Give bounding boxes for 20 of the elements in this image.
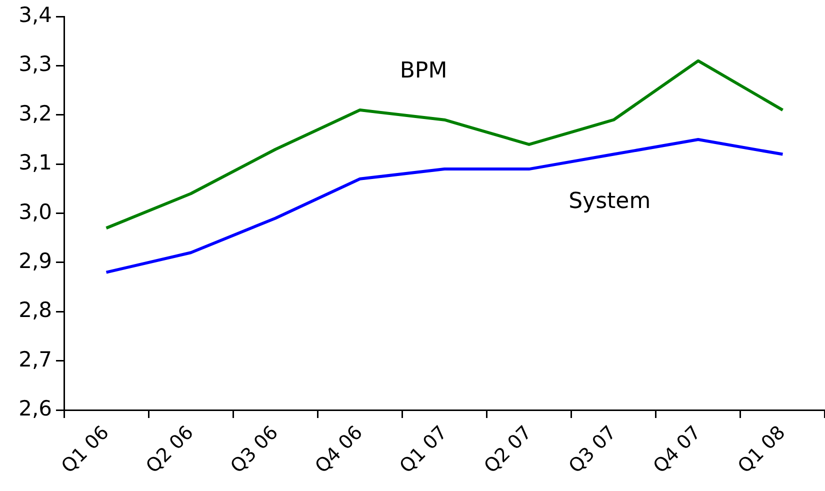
- x-tick-label: Q3 06: [226, 422, 282, 478]
- y-tick-label: 2,9: [18, 248, 52, 273]
- x-tick-label: Q4 07: [649, 422, 706, 478]
- y-tick-label: 2,7: [18, 347, 52, 372]
- y-tick-label: 3,1: [18, 150, 52, 175]
- x-tick-label: Q1 07: [395, 422, 452, 478]
- x-tick-label: Q1 06: [57, 422, 114, 478]
- y-tick-label: 3,0: [18, 200, 52, 224]
- series-label: System: [568, 189, 651, 214]
- y-tick-label: 3,4: [18, 3, 52, 28]
- x-tick-label: Q1 08: [734, 422, 790, 478]
- y-tick-label: 2,6: [18, 396, 52, 420]
- series-label: BPM: [400, 58, 448, 84]
- x-tick-label: Q3 07: [564, 422, 621, 478]
- x-tick-label: Q2 07: [480, 422, 536, 478]
- y-tick-label: 3,3: [18, 52, 52, 76]
- y-tick-label: 2,8: [18, 298, 52, 322]
- x-tick-label: Q2 06: [142, 422, 198, 478]
- y-tick-label: 3,2: [18, 101, 52, 126]
- x-tick-label: Q4 06: [310, 422, 367, 478]
